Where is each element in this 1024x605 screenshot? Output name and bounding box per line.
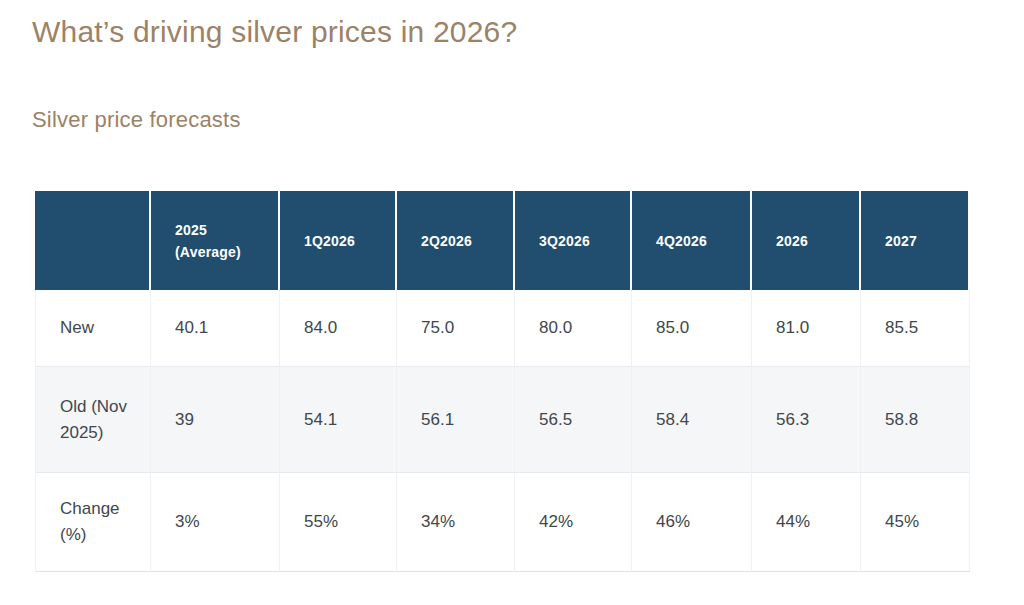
silver-price-forecast-table: 2025 (Average) 1Q2026 2Q2026 3Q2026 4Q20…	[35, 191, 970, 572]
table-cell: 42%	[515, 473, 632, 572]
header-cell-2025-average: 2025 (Average)	[151, 191, 280, 290]
header-cell-empty	[35, 191, 151, 290]
row-label: Old (Nov 2025)	[35, 367, 151, 473]
table-cell: 58.8	[861, 367, 970, 473]
table-row-change: Change (%) 3% 55% 34% 42% 46% 44% 45%	[35, 473, 970, 572]
table-cell: 56.5	[515, 367, 632, 473]
table-cell: 84.0	[280, 290, 397, 367]
header-cell-4q2026: 4Q2026	[632, 191, 752, 290]
row-label: New	[35, 290, 151, 367]
header-cell-3q2026: 3Q2026	[515, 191, 632, 290]
section-subtitle: Silver price forecasts	[32, 107, 1024, 133]
table-cell: 58.4	[632, 367, 752, 473]
table-cell: 55%	[280, 473, 397, 572]
table-cell: 85.5	[861, 290, 970, 367]
table-cell: 56.3	[752, 367, 861, 473]
table-cell: 34%	[397, 473, 515, 572]
header-cell-2026: 2026	[752, 191, 861, 290]
table-cell: 44%	[752, 473, 861, 572]
table-cell: 56.1	[397, 367, 515, 473]
table-cell: 81.0	[752, 290, 861, 367]
table-cell: 39	[151, 367, 280, 473]
table-cell: 40.1	[151, 290, 280, 367]
table-cell: 80.0	[515, 290, 632, 367]
row-label: Change (%)	[35, 473, 151, 572]
table-row-old: Old (Nov 2025) 39 54.1 56.1 56.5 58.4 56…	[35, 367, 970, 473]
table-cell: 46%	[632, 473, 752, 572]
header-cell-2q2026: 2Q2026	[397, 191, 515, 290]
table-cell: 75.0	[397, 290, 515, 367]
table-row-new: New 40.1 84.0 75.0 80.0 85.0 81.0 85.5	[35, 290, 970, 367]
header-cell-1q2026: 1Q2026	[280, 191, 397, 290]
table-cell: 45%	[861, 473, 970, 572]
header-cell-2027: 2027	[861, 191, 970, 290]
table-header-row: 2025 (Average) 1Q2026 2Q2026 3Q2026 4Q20…	[35, 191, 970, 290]
article-page: What’s driving silver prices in 2026? Si…	[0, 0, 1024, 605]
page-title: What’s driving silver prices in 2026?	[32, 15, 1024, 49]
table-cell: 54.1	[280, 367, 397, 473]
table-cell: 3%	[151, 473, 280, 572]
table-cell: 85.0	[632, 290, 752, 367]
